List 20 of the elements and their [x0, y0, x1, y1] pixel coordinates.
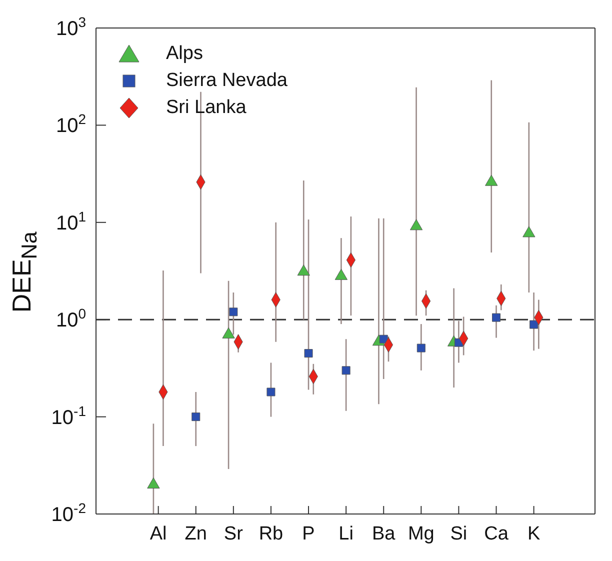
x-tick-label: P — [302, 523, 315, 544]
x-tick-label: Rb — [258, 523, 284, 544]
y-tick-label: 10$^{0}$ — [56, 306, 86, 332]
x-tick-label: Al — [150, 523, 167, 544]
y-tick-label: 10$^{-1}$ — [51, 402, 86, 429]
x-tick-label: Si — [450, 523, 468, 544]
legend-label: Sierra Nevada — [166, 69, 288, 93]
x-tick-label: Mg — [408, 523, 434, 544]
x-tick-label: Zn — [184, 523, 207, 544]
x-tick-label: Ba — [372, 523, 396, 544]
y-tick-label: 10$^{2}$ — [56, 111, 86, 138]
legend-label: Alps — [166, 42, 203, 66]
y-tick-label: 10$^{-2}$ — [51, 500, 86, 526]
y-tick-label: 10$^{3}$ — [56, 14, 86, 40]
x-tick-label: Li — [338, 523, 354, 544]
x-tick-label: Sr — [224, 523, 244, 544]
legend-label: Sri Lanka — [166, 96, 246, 120]
x-tick-label: K — [527, 523, 540, 544]
y-tick-label: 10$^{1}$ — [56, 208, 86, 234]
x-tick-label: Ca — [484, 523, 509, 544]
